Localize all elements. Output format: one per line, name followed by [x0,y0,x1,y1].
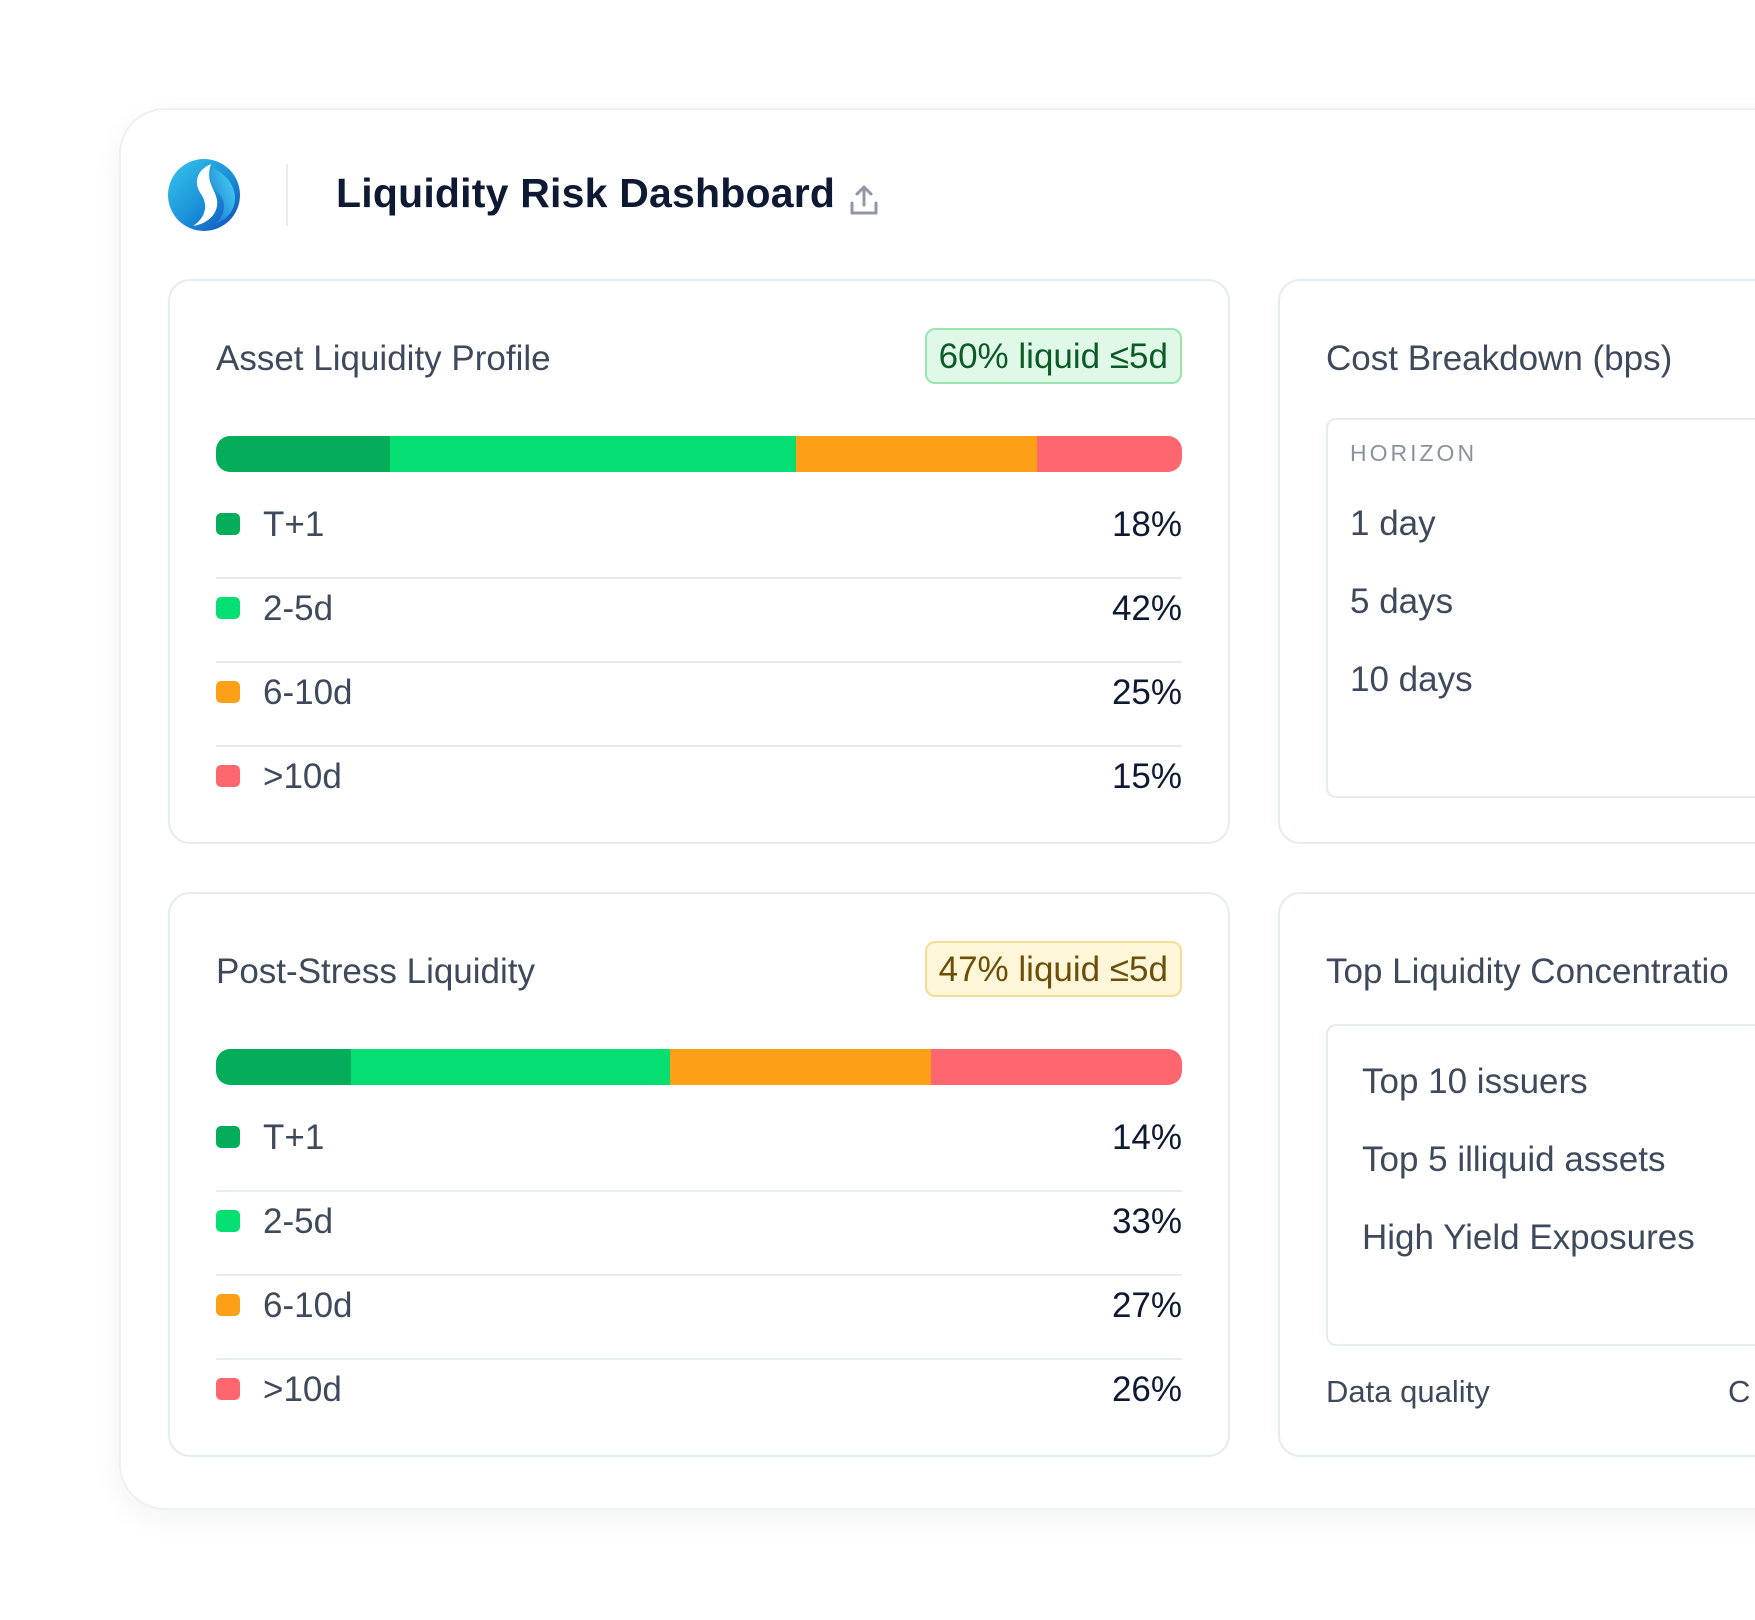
post-stress-card: Post-Stress Liquidity 47% liquid ≤5d T+1… [168,892,1230,1457]
page-title: Liquidity Risk Dashboard [336,170,836,216]
row-value: 15% [1111,757,1182,796]
truncated-footer-label: C [1728,1374,1751,1409]
row-label: 2-5d [263,589,334,628]
horizon-row: 1 day [1350,504,1436,543]
row-value: 42% [1111,589,1182,628]
data-quality-label: Data quality [1326,1374,1490,1409]
row-label: T+1 [263,505,325,544]
liquidity-list: T+1 18% 2-5d 42% 6-10d 25% >10d 15% [216,495,1182,831]
bar-segment-2-5d [351,1049,670,1085]
liquid-badge: 60% liquid ≤5d [924,328,1182,384]
header-divider [286,164,288,226]
legend-swatch-t1 [216,513,240,535]
list-item: Top 10 issuers [1362,1062,1588,1101]
bar-segment-6-10d [795,436,1038,472]
list-item: High Yield Exposures [1362,1218,1695,1257]
list-item: 6-10d 25% [216,663,1182,747]
bar-segment-6-10d [670,1049,931,1085]
list-item: T+1 18% [216,495,1182,579]
bar-segment-2-5d [389,436,796,472]
row-label: >10d [263,757,342,796]
bar-segment-t1 [216,436,390,472]
bar-segment-gt10d [930,1049,1182,1085]
liquidity-list: T+1 14% 2-5d 33% 6-10d 27% >10d 26% [216,1108,1182,1444]
legend-swatch-2-5d [216,597,240,619]
concentration-card: Top Liquidity Concentratio Top 10 issuer… [1278,892,1755,1457]
liquidity-stacked-bar [216,1049,1182,1085]
row-label: T+1 [263,1118,325,1157]
bar-segment-gt10d [1037,436,1182,472]
legend-swatch-gt10d [216,1378,240,1400]
row-value: 33% [1111,1202,1182,1241]
concentration-list: Top 10 issuers Top 5 illiquid assets Hig… [1326,1024,1755,1346]
app-logo-icon [168,159,240,231]
row-value: 18% [1111,505,1182,544]
legend-swatch-6-10d [216,1294,240,1316]
list-item: >10d 15% [216,747,1182,831]
row-label: 2-5d [263,1202,334,1241]
column-header-horizon: HORIZON [1350,440,1478,466]
list-item: 6-10d 27% [216,1276,1182,1360]
row-value: 14% [1111,1118,1182,1157]
card-title: Asset Liquidity Profile [216,339,551,378]
horizon-row: 5 days [1350,582,1454,621]
cost-breakdown-card: Cost Breakdown (bps) HORIZON 1 day 5 day… [1278,279,1755,844]
card-title: Cost Breakdown (bps) [1326,339,1673,378]
horizon-table: HORIZON 1 day 5 days 10 days [1326,418,1755,798]
liquid-badge: 47% liquid ≤5d [924,941,1182,997]
bar-segment-t1 [216,1049,352,1085]
card-title: Top Liquidity Concentratio [1326,952,1729,991]
legend-swatch-2-5d [216,1210,240,1232]
horizon-row: 10 days [1350,660,1473,699]
liquidity-stacked-bar [216,436,1182,472]
list-item: T+1 14% [216,1108,1182,1192]
row-value: 26% [1111,1370,1182,1409]
card-title: Post-Stress Liquidity [216,952,536,991]
legend-swatch-gt10d [216,765,240,787]
share-upload-icon[interactable] [846,183,882,219]
asset-liquidity-card: Asset Liquidity Profile 60% liquid ≤5d T… [168,279,1230,844]
row-label: 6-10d [263,1286,353,1325]
row-value: 25% [1111,673,1182,712]
row-value: 27% [1111,1286,1182,1325]
row-label: >10d [263,1370,342,1409]
row-label: 6-10d [263,673,353,712]
list-item: 2-5d 33% [216,1192,1182,1276]
list-item: Top 5 illiquid assets [1362,1140,1666,1179]
legend-swatch-6-10d [216,681,240,703]
list-item: >10d 26% [216,1360,1182,1444]
list-item: 2-5d 42% [216,579,1182,663]
legend-swatch-t1 [216,1126,240,1148]
